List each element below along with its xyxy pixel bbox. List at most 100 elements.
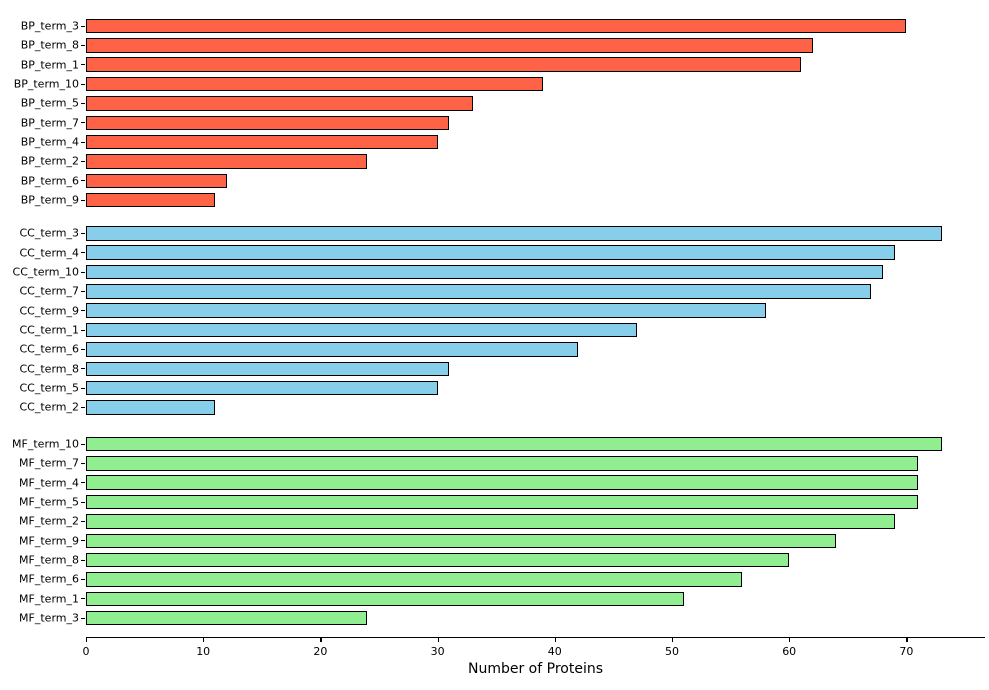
x-tick-mark-30: [437, 638, 439, 642]
bar-CC_term_8: [86, 361, 450, 376]
y-tick-mark: [81, 160, 85, 162]
bar-MF_term_6: [86, 572, 743, 587]
y-tick-mark: [81, 102, 85, 104]
y-tick-label-CC_term_1: CC_term_1: [19, 323, 80, 337]
bar-CC_term_2: [86, 400, 215, 415]
bar-BP_term_3: [86, 18, 907, 34]
y-tick-label-BP_term_9: BP_term_9: [20, 193, 79, 207]
y-tick-mark: [81, 44, 85, 46]
bar-BP_term_2: [86, 154, 368, 169]
y-tick-mark: [81, 617, 85, 619]
y-tick-label-BP_term_6: BP_term_6: [20, 174, 79, 188]
bar-BP_term_1: [86, 57, 801, 72]
bar-MF_term_7: [86, 456, 919, 471]
bar-BP_term_9: [86, 192, 215, 208]
y-tick-label-MF_term_2: MF_term_2: [19, 514, 79, 528]
bar-CC_term_9: [86, 303, 766, 318]
x-tick-label-40: 40: [547, 645, 562, 658]
bar-BP_term_8: [86, 38, 813, 53]
y-tick-label-MF_term_5: MF_term_5: [19, 495, 79, 509]
bar-MF_term_1: [86, 591, 684, 607]
y-tick-mark: [81, 443, 85, 445]
bar-BP_term_10: [86, 76, 544, 92]
x-tick-label-10: 10: [196, 645, 211, 658]
y-tick-mark: [81, 199, 85, 201]
y-tick-label-CC_term_2: CC_term_2: [19, 400, 80, 414]
y-tick-label-MF_term_1: MF_term_1: [19, 592, 79, 606]
x-tick-mark-70: [906, 638, 908, 642]
y-tick-mark: [81, 598, 85, 600]
bar-MF_term_10: [86, 436, 942, 452]
y-tick-mark: [81, 271, 85, 273]
y-tick-mark: [81, 329, 85, 331]
bar-MF_term_5: [86, 494, 919, 510]
bar-CC_term_1: [86, 322, 637, 338]
y-tick-label-CC_term_6: CC_term_6: [19, 342, 80, 356]
bar-MF_term_3: [86, 610, 368, 626]
x-tick-mark-10: [203, 638, 205, 642]
y-tick-label-MF_term_8: MF_term_8: [19, 553, 79, 567]
y-tick-label-CC_term_5: CC_term_5: [19, 381, 80, 395]
y-tick-mark: [81, 578, 85, 580]
y-tick-label-CC_term_8: CC_term_8: [19, 362, 80, 376]
y-tick-mark: [81, 310, 85, 312]
bar-BP_term_6: [86, 173, 227, 189]
x-tick-label-50: 50: [665, 645, 679, 658]
y-tick-mark: [81, 387, 85, 389]
y-tick-label-BP_term_1: BP_term_1: [20, 58, 79, 72]
y-tick-label-BP_term_10: BP_term_10: [13, 77, 79, 91]
y-tick-label-MF_term_9: MF_term_9: [19, 534, 79, 548]
bar-CC_term_10: [86, 264, 883, 280]
y-tick-label-CC_term_10: CC_term_10: [12, 265, 79, 279]
y-tick-label-BP_term_4: BP_term_4: [20, 135, 79, 149]
y-tick-label-CC_term_3: CC_term_3: [19, 226, 80, 240]
y-tick-label-MF_term_4: MF_term_4: [19, 476, 79, 490]
y-tick-mark: [81, 368, 85, 370]
x-tick-mark-0: [86, 638, 88, 642]
y-tick-label-MF_term_3: MF_term_3: [19, 611, 79, 625]
y-tick-mark: [81, 540, 85, 542]
y-tick-mark: [81, 64, 85, 66]
bar-MF_term_4: [86, 475, 919, 490]
bar-MF_term_8: [86, 552, 790, 568]
y-tick-label-CC_term_4: CC_term_4: [19, 246, 80, 260]
bar-CC_term_4: [86, 245, 895, 260]
y-tick-mark: [81, 290, 85, 292]
x-tick-mark-20: [320, 638, 322, 642]
y-tick-label-MF_term_7: MF_term_7: [19, 456, 79, 470]
x-axis-title: Number of Proteins: [467, 661, 604, 677]
y-tick-label-BP_term_5: BP_term_5: [20, 96, 79, 110]
y-tick-mark: [81, 462, 85, 464]
x-tick-mark-40: [554, 638, 556, 642]
y-tick-label-BP_term_3: BP_term_3: [20, 19, 79, 33]
y-tick-label-MF_term_10: MF_term_10: [12, 437, 79, 451]
x-axis-line: [86, 637, 985, 639]
y-tick-label-CC_term_7: CC_term_7: [19, 284, 80, 298]
bar-CC_term_7: [86, 284, 872, 299]
y-tick-mark: [81, 141, 85, 143]
y-tick-mark: [81, 83, 85, 85]
x-tick-mark-50: [672, 638, 674, 642]
y-tick-label-BP_term_7: BP_term_7: [20, 116, 79, 130]
bar-CC_term_3: [86, 226, 942, 241]
y-tick-mark: [81, 482, 85, 484]
y-tick-mark: [81, 252, 85, 254]
y-tick-label-BP_term_8: BP_term_8: [20, 38, 79, 52]
x-tick-label-70: 70: [899, 645, 914, 658]
bar-CC_term_5: [86, 380, 438, 396]
y-tick-mark: [81, 501, 85, 503]
y-tick-mark: [81, 559, 85, 561]
x-tick-label-0: 0: [82, 645, 90, 658]
bar-BP_term_4: [86, 134, 438, 150]
x-tick-mark-60: [789, 638, 791, 642]
y-tick-mark: [81, 122, 85, 124]
bar-MF_term_9: [86, 533, 837, 548]
y-tick-mark: [81, 180, 85, 182]
y-tick-mark: [81, 520, 85, 522]
x-tick-label-30: 30: [430, 645, 445, 658]
bar-BP_term_5: [86, 96, 473, 111]
bar-MF_term_2: [86, 514, 895, 529]
bar-CC_term_6: [86, 342, 579, 357]
y-tick-mark: [81, 348, 85, 350]
